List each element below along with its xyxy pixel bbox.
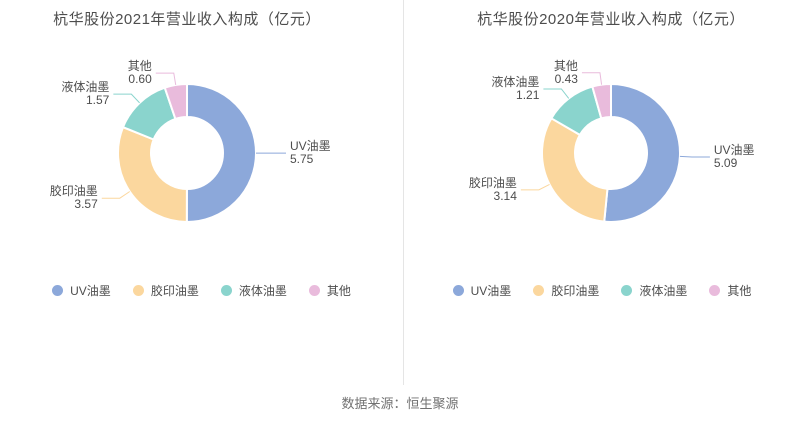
legend-swatch-icon (533, 285, 545, 296)
legend-swatch-icon (52, 285, 64, 296)
slice-label-name-0: UV油墨 (714, 143, 755, 157)
slice-label-value-3: 0.43 (555, 72, 579, 86)
legend-swatch-icon (709, 285, 721, 296)
slice-label-value-1: 3.57 (74, 197, 98, 211)
slice-label-name-2: 液体油墨 (61, 79, 109, 94)
slice-label-value-1: 3.14 (494, 189, 518, 203)
slice-label-value-2: 1.21 (516, 88, 540, 102)
legend-item-0[interactable]: UV油墨 (52, 282, 111, 299)
legend-item-3[interactable]: 其他 (308, 282, 351, 299)
legend-label: 其他 (326, 284, 351, 298)
chart-panels: 杭华股份2021年营业收入构成（亿元） UV油墨 5.75 胶印油墨 3.57 液体油墨… (0, 0, 800, 385)
legend-item-1[interactable]: 胶印油墨 (132, 282, 199, 299)
data-source-label: 数据来源：恒生聚源 (341, 396, 459, 411)
legend-label: UV油墨 (470, 284, 512, 298)
legend-label: 液体油墨 (639, 284, 688, 298)
legend-swatch-icon (308, 285, 320, 296)
slice-label-line-2 (543, 88, 570, 99)
legend-swatch-icon (220, 285, 232, 296)
chart-title-2020: 杭华股份2020年营业收入构成（亿元） (477, 11, 745, 28)
legend-item-2[interactable]: 液体油墨 (621, 282, 687, 299)
pie-slice-0[interactable] (185, 83, 257, 223)
slice-label-name-3: 其他 (554, 59, 578, 73)
slice-label-value-3: 0.60 (128, 72, 152, 86)
slice-label-name-2: 液体油墨 (491, 74, 539, 89)
legend-swatch-icon (452, 285, 464, 296)
legend-label: 胶印油墨 (150, 284, 199, 298)
pie-slice-3[interactable] (163, 83, 188, 120)
pie-slice-3[interactable] (591, 83, 612, 120)
legend-item-3[interactable]: 其他 (709, 282, 751, 299)
legend-label: 液体油墨 (238, 284, 287, 298)
slice-label-line-0 (679, 155, 710, 158)
slice-label-line-1 (520, 183, 550, 191)
legend-2020: UV油墨 胶印油墨 液体油墨 其他 (404, 282, 800, 299)
legend-swatch-icon (132, 285, 144, 296)
chart-title-2021: 杭华股份2021年营业收入构成（亿元） (53, 11, 321, 28)
slice-label-name-3: 其他 (128, 59, 152, 73)
legend-swatch-icon (621, 285, 633, 296)
legend-item-2[interactable]: 液体油墨 (220, 282, 287, 299)
slice-label-value-0: 5.75 (290, 152, 314, 166)
legend-item-0[interactable]: UV油墨 (452, 282, 512, 299)
slice-label-line-2 (113, 93, 140, 104)
slice-label-name-1: 胶印油墨 (469, 175, 517, 190)
legend-item-1[interactable]: 胶印油墨 (533, 282, 599, 299)
legend-label: UV油墨 (70, 284, 111, 298)
pie-slice-1[interactable] (541, 117, 609, 223)
panel-2021: 杭华股份2021年营业收入构成（亿元） UV油墨 5.75 胶印油墨 3.57 液体油墨… (0, 0, 404, 385)
slice-label-line-3 (155, 72, 177, 86)
pie-slice-0[interactable] (603, 83, 682, 223)
legend-label: 其他 (727, 284, 752, 298)
slice-label-value-0: 5.09 (714, 156, 738, 170)
legend-2021: UV油墨 胶印油墨 液体油墨 其他 (0, 282, 403, 299)
pie-slice-1[interactable] (117, 126, 188, 223)
slice-label-line-1 (101, 191, 131, 199)
slice-label-line-3 (581, 72, 603, 85)
slice-label-name-0: UV油墨 (290, 139, 331, 153)
panel-2020: 杭华股份2020年营业收入构成（亿元） UV油墨 5.09 胶印油墨 3.14 液体油墨… (404, 0, 800, 385)
slice-label-value-2: 1.57 (86, 93, 110, 107)
legend-label: 胶印油墨 (551, 284, 600, 298)
slice-label-name-1: 胶印油墨 (50, 183, 98, 198)
